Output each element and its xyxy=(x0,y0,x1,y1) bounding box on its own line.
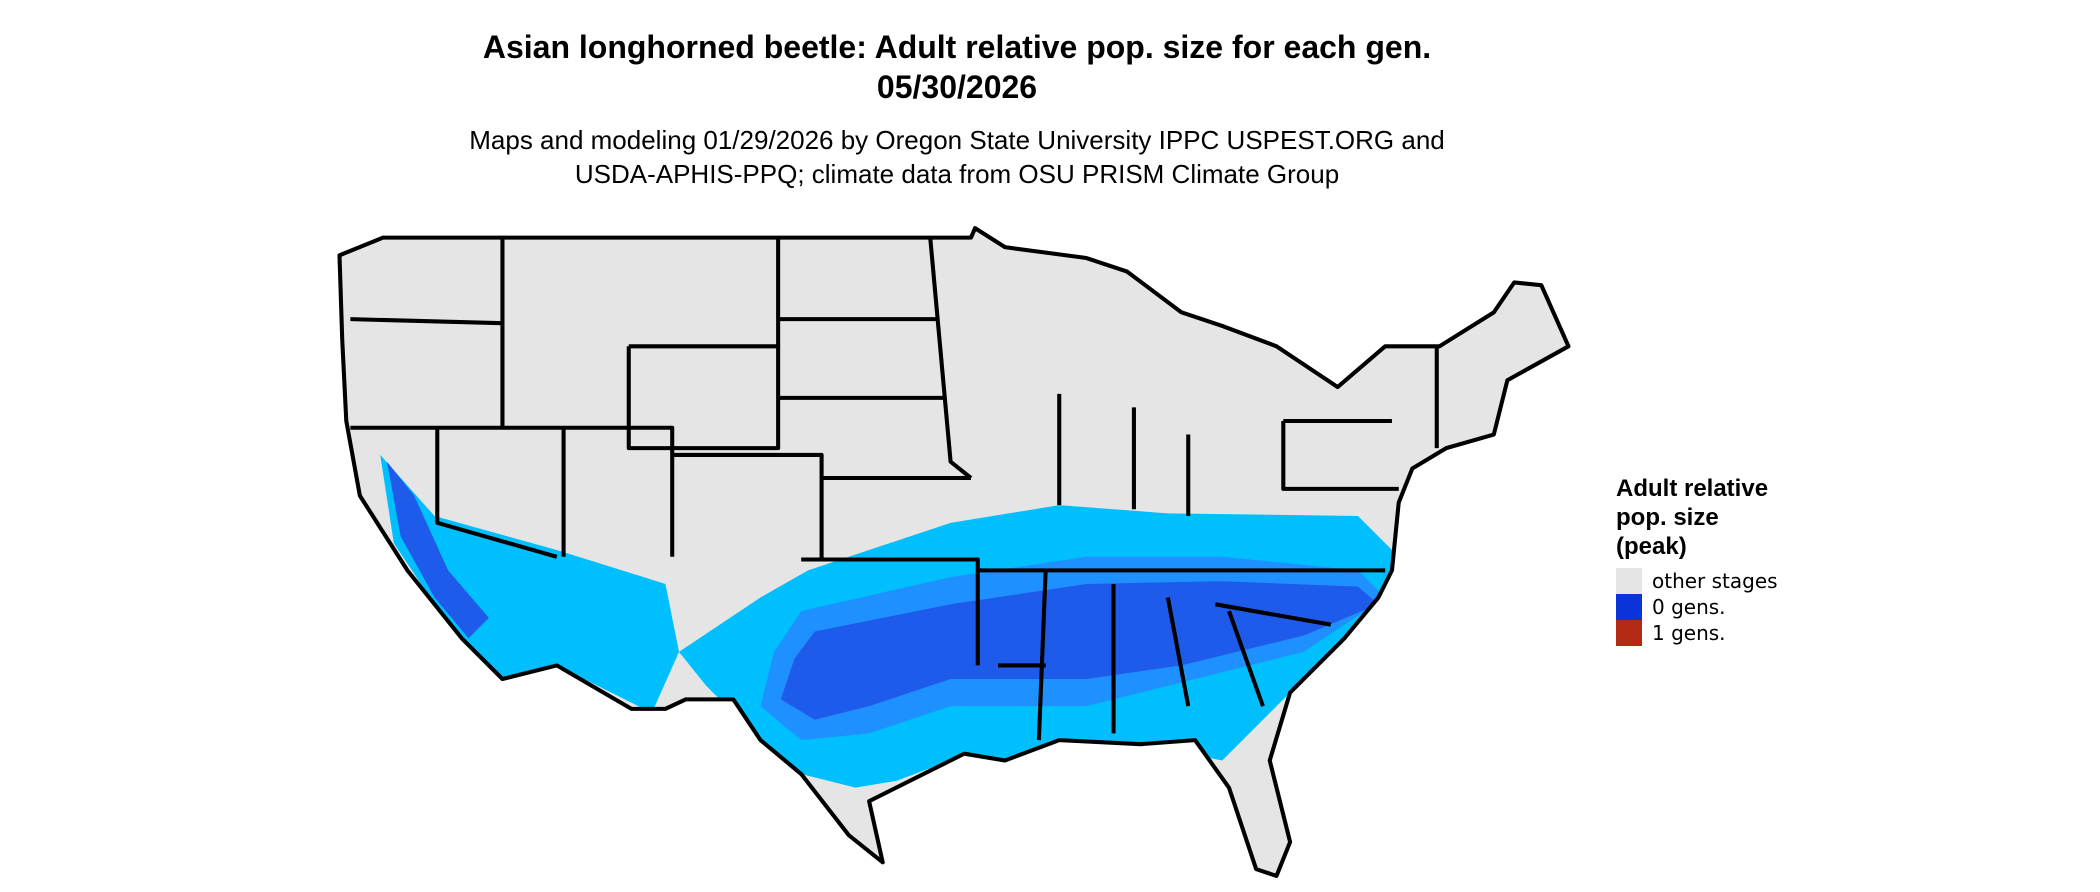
legend-title: pop. size xyxy=(1616,504,1719,531)
map xyxy=(337,226,1571,878)
title: Asian longhorned beetle: Adult relative … xyxy=(483,29,1431,65)
legend-swatch xyxy=(1616,568,1642,594)
legend-label: 1 gens. xyxy=(1652,621,1726,645)
model-layer xyxy=(380,454,1399,788)
subtitle: Maps and modeling 01/29/2026 by Oregon S… xyxy=(469,125,1445,155)
legend-title: Adult relative xyxy=(1616,475,1768,502)
border xyxy=(337,226,1571,878)
legend-swatch xyxy=(1616,594,1642,620)
title: 05/30/2026 xyxy=(877,69,1037,105)
state-lines xyxy=(350,237,1439,741)
legend-swatch xyxy=(1616,620,1642,646)
legend-label: 0 gens. xyxy=(1652,595,1726,619)
legend-title: (peak) xyxy=(1616,533,1687,560)
legend-label: other stages xyxy=(1652,569,1778,593)
subtitle: USDA-APHIS-PPQ; climate data from OSU PR… xyxy=(575,159,1339,189)
